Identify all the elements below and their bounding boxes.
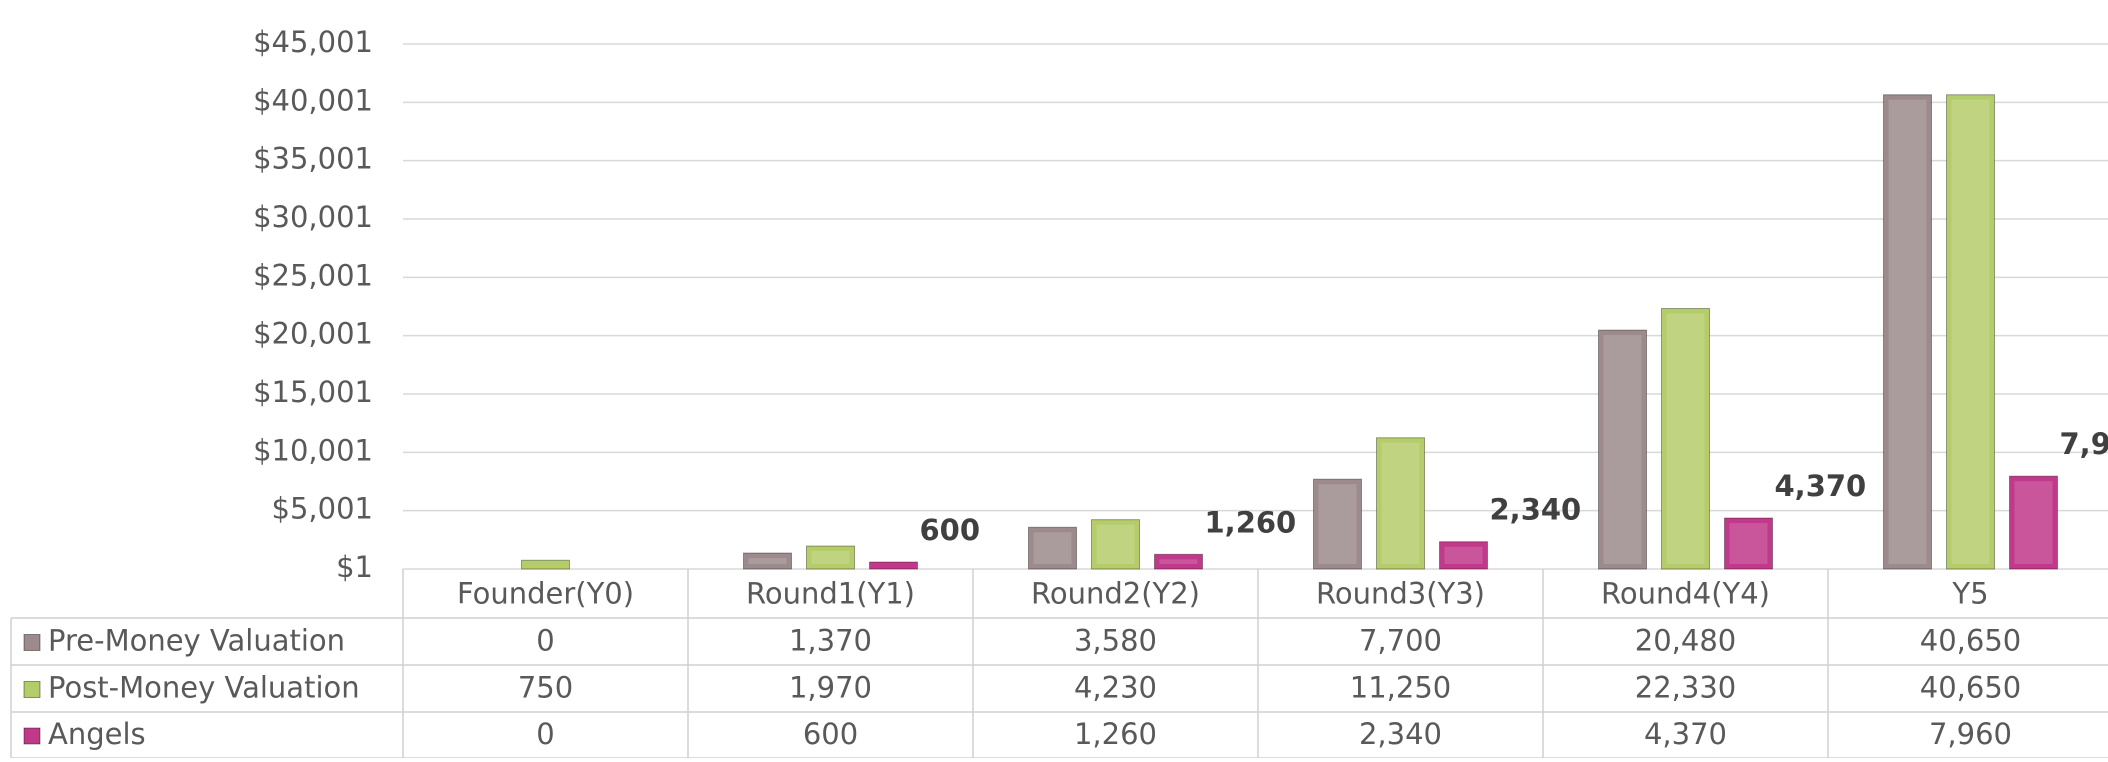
y-tick-label: $1 (336, 550, 373, 584)
bar-bevel (1952, 100, 1990, 564)
x-tick-label: Founder(Y0) (457, 577, 634, 611)
bar-bevel (1382, 443, 1420, 564)
data-label: 1,260 (1205, 505, 1297, 539)
bar-bevel (1667, 313, 1705, 564)
table-cell: 11,250 (1350, 671, 1451, 705)
table-cell: 20,480 (1635, 624, 1736, 658)
bar-bevel (1034, 532, 1072, 564)
table-cell: 0 (536, 717, 554, 751)
table-cell: 750 (518, 671, 573, 705)
bar-bevel (1889, 100, 1927, 564)
table-cell: 1,370 (789, 624, 872, 658)
table-cell: 1,260 (1074, 717, 1157, 751)
x-tick-label: Round1(Y1) (746, 577, 915, 611)
y-tick-label: $25,001 (253, 258, 373, 292)
bar-bevel (749, 558, 787, 564)
table-cell: 0 (536, 624, 554, 658)
y-tick-label: $10,001 (253, 433, 373, 467)
table-cell: 2,340 (1359, 717, 1442, 751)
bar-bevel (1730, 523, 1768, 564)
x-tick-label: Round2(Y2) (1031, 577, 1200, 611)
legend-label: Angels (48, 717, 146, 751)
table-cell: 7,700 (1359, 624, 1442, 658)
y-tick-label: $35,001 (253, 142, 373, 176)
y-tick-label: $30,001 (253, 200, 373, 234)
legend-swatch (24, 635, 40, 651)
y-tick-label: $40,001 (253, 83, 373, 117)
table-cell: 40,650 (1920, 671, 2021, 705)
x-tick-label: Round4(Y4) (1601, 577, 1770, 611)
bar-bevel (1160, 559, 1198, 564)
bar (522, 560, 570, 569)
data-label: 2,340 (1490, 493, 1582, 527)
data-label: 600 (920, 513, 981, 547)
bar (870, 562, 918, 569)
bar-bevel (1097, 525, 1135, 564)
bar-bevel (1604, 335, 1642, 564)
table-cell: 600 (803, 717, 858, 751)
x-tick-label: Y5 (1951, 577, 1988, 611)
table-cell: 7,960 (1929, 717, 2012, 751)
table-cell: 22,330 (1635, 671, 1736, 705)
table-cell: 3,580 (1074, 624, 1157, 658)
legend-label: Pre-Money Valuation (48, 624, 345, 658)
legend-swatch (24, 682, 40, 698)
data-label: 4,370 (1775, 469, 1867, 503)
table-cell: 4,370 (1644, 717, 1727, 751)
y-tick-label: $45,001 (253, 25, 373, 59)
bar-bevel (812, 551, 850, 564)
data-label: 7,960 (2060, 427, 2108, 461)
legend-label: Post-Money Valuation (48, 671, 360, 705)
bar-bevel (1445, 547, 1483, 564)
x-tick-label: Round3(Y3) (1316, 577, 1485, 611)
table-cell: 40,650 (1920, 624, 2021, 658)
y-tick-label: $20,001 (253, 317, 373, 351)
bar-bevel (2015, 481, 2053, 564)
y-tick-label: $5,001 (272, 492, 373, 526)
y-tick-label: $15,001 (253, 375, 373, 409)
table-cell: 4,230 (1074, 671, 1157, 705)
bar-bevel (1319, 484, 1357, 564)
table-cell: 1,970 (789, 671, 872, 705)
legend-swatch (24, 728, 40, 744)
